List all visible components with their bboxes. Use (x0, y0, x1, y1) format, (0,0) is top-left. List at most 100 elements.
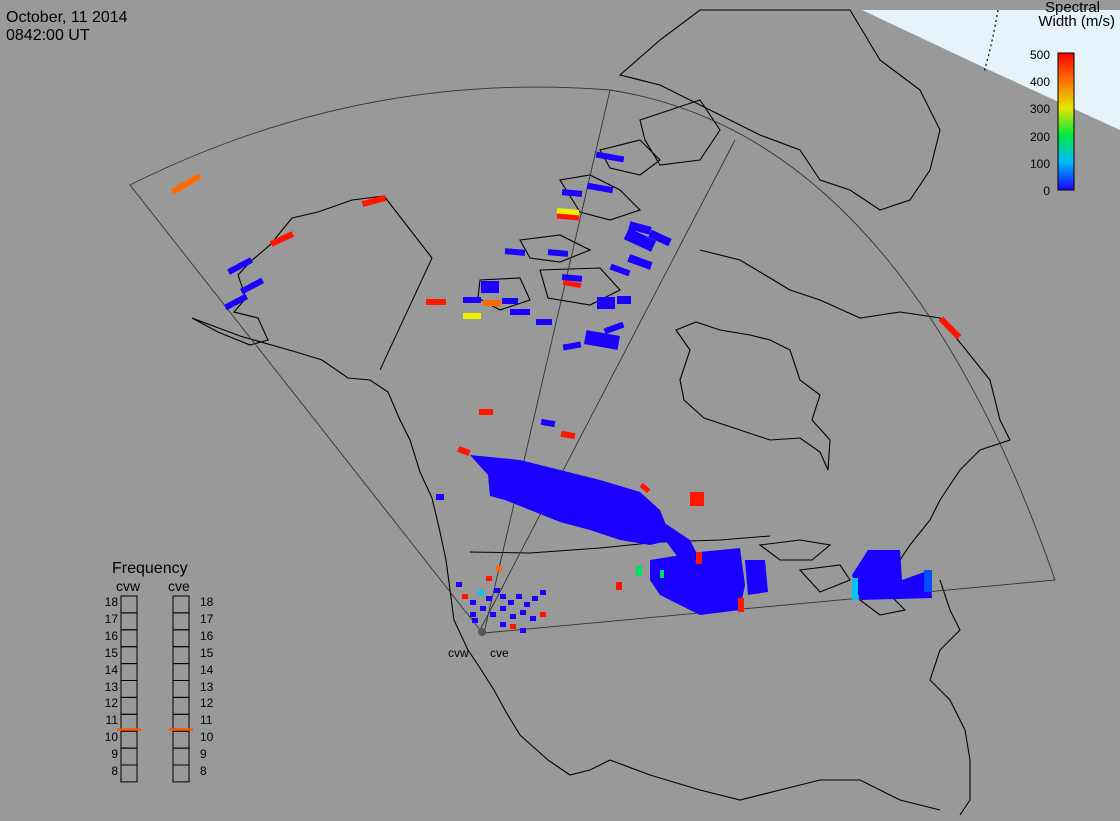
frequency-level-label: 17 (200, 611, 214, 626)
frequency-radar-east: cve (168, 578, 190, 594)
echo-cell (510, 624, 516, 629)
echo-cell (463, 313, 481, 319)
echo-cell (510, 309, 530, 315)
frequency-box-cve (172, 680, 190, 698)
sunlit-region (862, 10, 1120, 130)
echo-cell (540, 418, 556, 428)
coastline-gulf (609, 759, 941, 811)
fov-outlines (129, 86, 1056, 634)
frequency-box-cvw (120, 747, 138, 766)
echo-cell (924, 570, 932, 592)
frequency-level-label: 8 (111, 764, 118, 778)
echo-cell (561, 274, 583, 282)
echo-cell (562, 279, 582, 289)
echo-cell (486, 576, 492, 581)
colorbar-title-line1: Spectral (1044, 0, 1100, 16)
echo-cell (269, 231, 295, 247)
frequency-box-cve (172, 663, 190, 681)
echo-cell (227, 257, 253, 275)
fov-outer-cve (483, 89, 1056, 634)
colorbar-tick-label: 200 (1029, 129, 1050, 144)
echo-cell (223, 293, 249, 311)
frequency-level-label: 15 (200, 645, 214, 660)
echo-patch (470, 455, 672, 545)
echo-cell (660, 570, 664, 578)
frequency-level-label: 16 (200, 628, 214, 643)
echo-cell (696, 552, 702, 564)
echo-patch (650, 548, 745, 615)
echo-cell (648, 229, 672, 247)
echo-cell (456, 582, 462, 587)
echo-cell (738, 598, 744, 612)
echo-cell (483, 300, 501, 306)
frequency-level-label: 11 (200, 713, 213, 728)
echo-cell (470, 612, 476, 617)
frequency-title: Frequency (112, 560, 188, 577)
frequency-level-label: 18 (200, 595, 214, 609)
echo-cell (639, 482, 651, 494)
frequency-level-label: 17 (104, 611, 118, 626)
echo-cell (426, 299, 446, 305)
echo-cell (516, 594, 522, 599)
frequency-level-label: 14 (104, 662, 118, 677)
echo-cell (560, 430, 576, 440)
coastline-labrador (699, 249, 1011, 561)
echo-cell (510, 614, 516, 619)
echo-layer (170, 151, 962, 633)
frequency-box-cvw (120, 680, 138, 698)
frequency-box-cvw (120, 595, 138, 614)
echo-cell (361, 194, 387, 208)
colorbar-tick-label: 400 (1029, 75, 1050, 90)
coastline-us-east (929, 579, 971, 816)
frequency-box-cvw (120, 696, 138, 715)
frequency-level-label: 8 (200, 764, 207, 778)
frequency-box-cve (172, 764, 190, 783)
frequency-level-label: 15 (104, 645, 118, 660)
frequency-level-label: 12 (104, 696, 118, 711)
fov-inner-cve (483, 89, 611, 634)
echo-patch (852, 550, 932, 600)
plot-time: 0842:00 UT (6, 27, 90, 44)
colorbar (1057, 52, 1075, 191)
echo-cell (938, 316, 962, 340)
echo-cell (690, 492, 704, 506)
frequency-level-label: 11 (105, 713, 118, 728)
border-alaska-canada (379, 257, 433, 371)
echo-cell (500, 622, 506, 627)
frequency-box-cvw (120, 730, 138, 749)
coastline-arctic-islands (477, 99, 721, 311)
frequency-radar-west: cvw (116, 578, 141, 594)
echo-cell (496, 566, 502, 571)
echo-cell (500, 606, 506, 611)
echo-cell (636, 566, 642, 576)
echo-cell (556, 208, 580, 216)
frequency-box-cve (172, 612, 190, 631)
frequency-level-label: 18 (104, 595, 118, 609)
echo-cell (623, 228, 657, 252)
echo-cell (462, 594, 468, 599)
frequency-box-cve (172, 595, 190, 614)
echo-cell (520, 610, 526, 615)
echo-cell (480, 606, 486, 611)
echo-patch (660, 520, 700, 560)
echo-cell (479, 409, 493, 415)
echo-cell (532, 596, 538, 601)
frequency-box-cve (172, 730, 190, 749)
fov-inner-cvw (479, 139, 736, 631)
echo-cell (540, 590, 546, 595)
fov-outer-cvw (129, 86, 611, 631)
echo-cell (520, 628, 526, 633)
frequency-level-label: 10 (200, 730, 214, 745)
radar-label-east: cve (490, 646, 509, 660)
frequency-level-label: 10 (104, 730, 118, 745)
colorbar-tick-label: 500 (1029, 48, 1050, 62)
echo-cell (617, 296, 631, 304)
frequency-level-label: 16 (104, 628, 118, 643)
frequency-box-cve (172, 646, 190, 665)
echo-cell (603, 321, 625, 335)
coastline-greenland (618, 9, 941, 211)
frequency-box-cvw (120, 663, 138, 681)
frequency-box-cve (172, 747, 190, 766)
